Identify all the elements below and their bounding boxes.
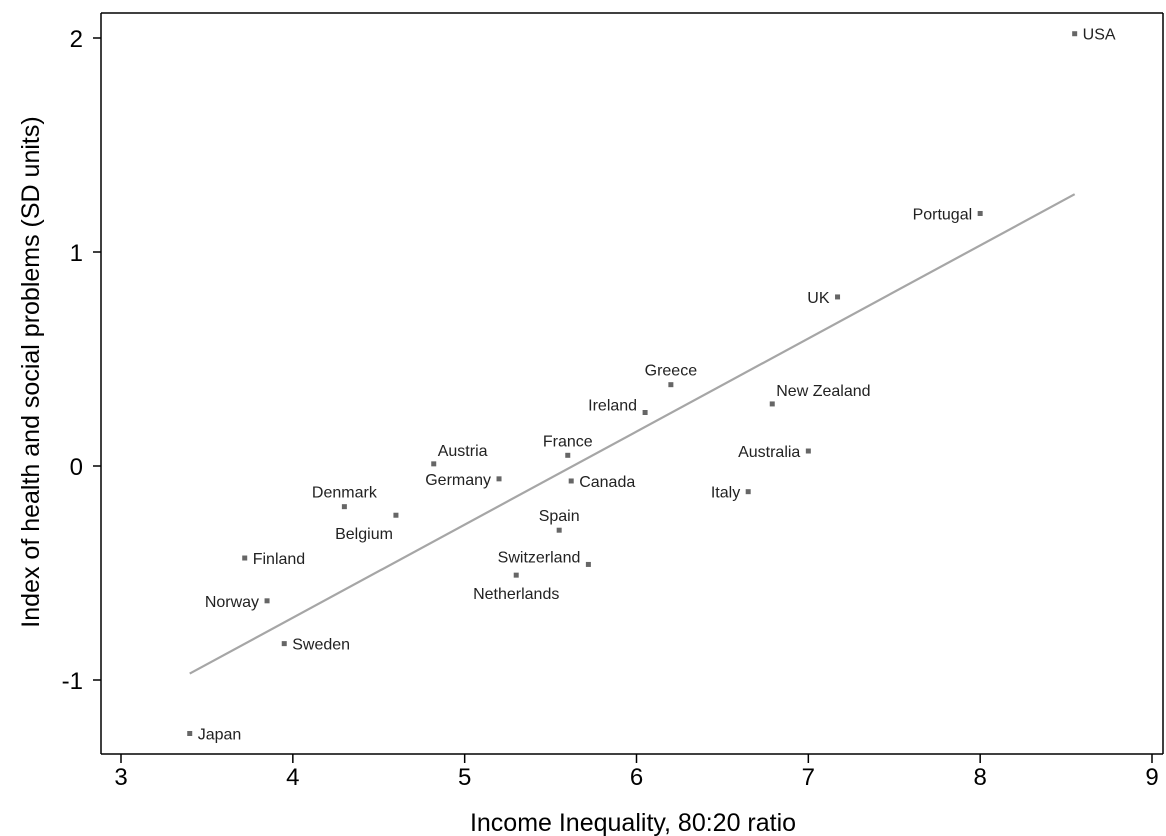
x-tick-label: 9	[1145, 764, 1158, 791]
y-tick-label: -1	[62, 668, 83, 695]
point-label-norway: Norway	[205, 594, 259, 611]
data-point-canada	[568, 478, 574, 484]
data-point-norway	[264, 598, 270, 604]
data-point-japan	[187, 731, 193, 736]
data-point-netherlands	[513, 572, 519, 578]
x-tick-label: 7	[802, 764, 815, 791]
y-tick-label: 1	[70, 240, 83, 267]
y-tick-label: 0	[70, 454, 83, 481]
data-point-ireland	[642, 410, 648, 415]
data-point-france	[565, 452, 571, 458]
data-point-finland	[242, 555, 248, 561]
data-point-germany	[496, 476, 502, 482]
point-label-greece: Greece	[645, 363, 698, 380]
point-label-switzerland: Switzerland	[498, 549, 581, 566]
point-label-netherlands: Netherlands	[473, 586, 559, 603]
data-point-uk	[835, 294, 841, 300]
point-label-ireland: Ireland	[588, 398, 637, 415]
x-tick-label: 6	[630, 764, 643, 791]
x-tick-label: 8	[973, 764, 986, 791]
x-axis-title: Income Inequality, 80:20 ratio	[470, 809, 796, 836]
point-label-italy: Italy	[711, 485, 740, 502]
data-point-denmark	[341, 504, 347, 510]
point-label-sweden: Sweden	[292, 637, 350, 654]
data-point-australia	[805, 448, 811, 454]
point-label-finland: Finland	[253, 551, 305, 568]
point-label-new-zealand: New Zealand	[776, 383, 870, 400]
point-label-belgium: Belgium	[335, 526, 393, 543]
data-point-switzerland	[585, 561, 591, 567]
point-label-denmark: Denmark	[312, 485, 378, 502]
data-point-usa	[1072, 31, 1078, 37]
point-label-japan: Japan	[198, 727, 242, 744]
data-point-italy	[745, 489, 751, 495]
data-point-belgium	[393, 512, 399, 518]
data-point-portugal	[977, 210, 983, 216]
data-point-new-zealand	[769, 401, 775, 407]
point-label-austria: Austria	[438, 443, 488, 460]
data-point-sweden	[281, 641, 287, 647]
axes-layer: -1 0 1 2 3 4 5 6 7 8 9	[62, 12, 1164, 791]
point-label-france: France	[543, 433, 593, 450]
data-point-greece	[668, 382, 674, 388]
y-axis-title: Index of health and social problems (SD …	[17, 116, 45, 627]
point-label-usa: USA	[1083, 27, 1116, 44]
point-label-spain: Spain	[539, 508, 580, 525]
fitted-regression-line	[189, 193, 1076, 675]
data-points-layer: USA Portugal UK New Zealand Greece Ireland Aus…	[187, 27, 1116, 744]
data-point-spain	[556, 527, 562, 533]
fit-line-layer	[189, 193, 1076, 675]
point-label-portugal: Portugal	[913, 206, 973, 223]
x-tick-label: 3	[114, 764, 127, 791]
point-label-uk: UK	[807, 290, 830, 307]
y-tick-label: 2	[70, 26, 83, 53]
x-tick-label: 4	[286, 764, 299, 791]
point-label-canada: Canada	[579, 474, 635, 491]
point-label-germany: Germany	[425, 472, 491, 489]
data-point-austria	[431, 461, 437, 467]
point-label-australia: Australia	[738, 444, 800, 461]
x-tick-label: 5	[458, 764, 471, 791]
